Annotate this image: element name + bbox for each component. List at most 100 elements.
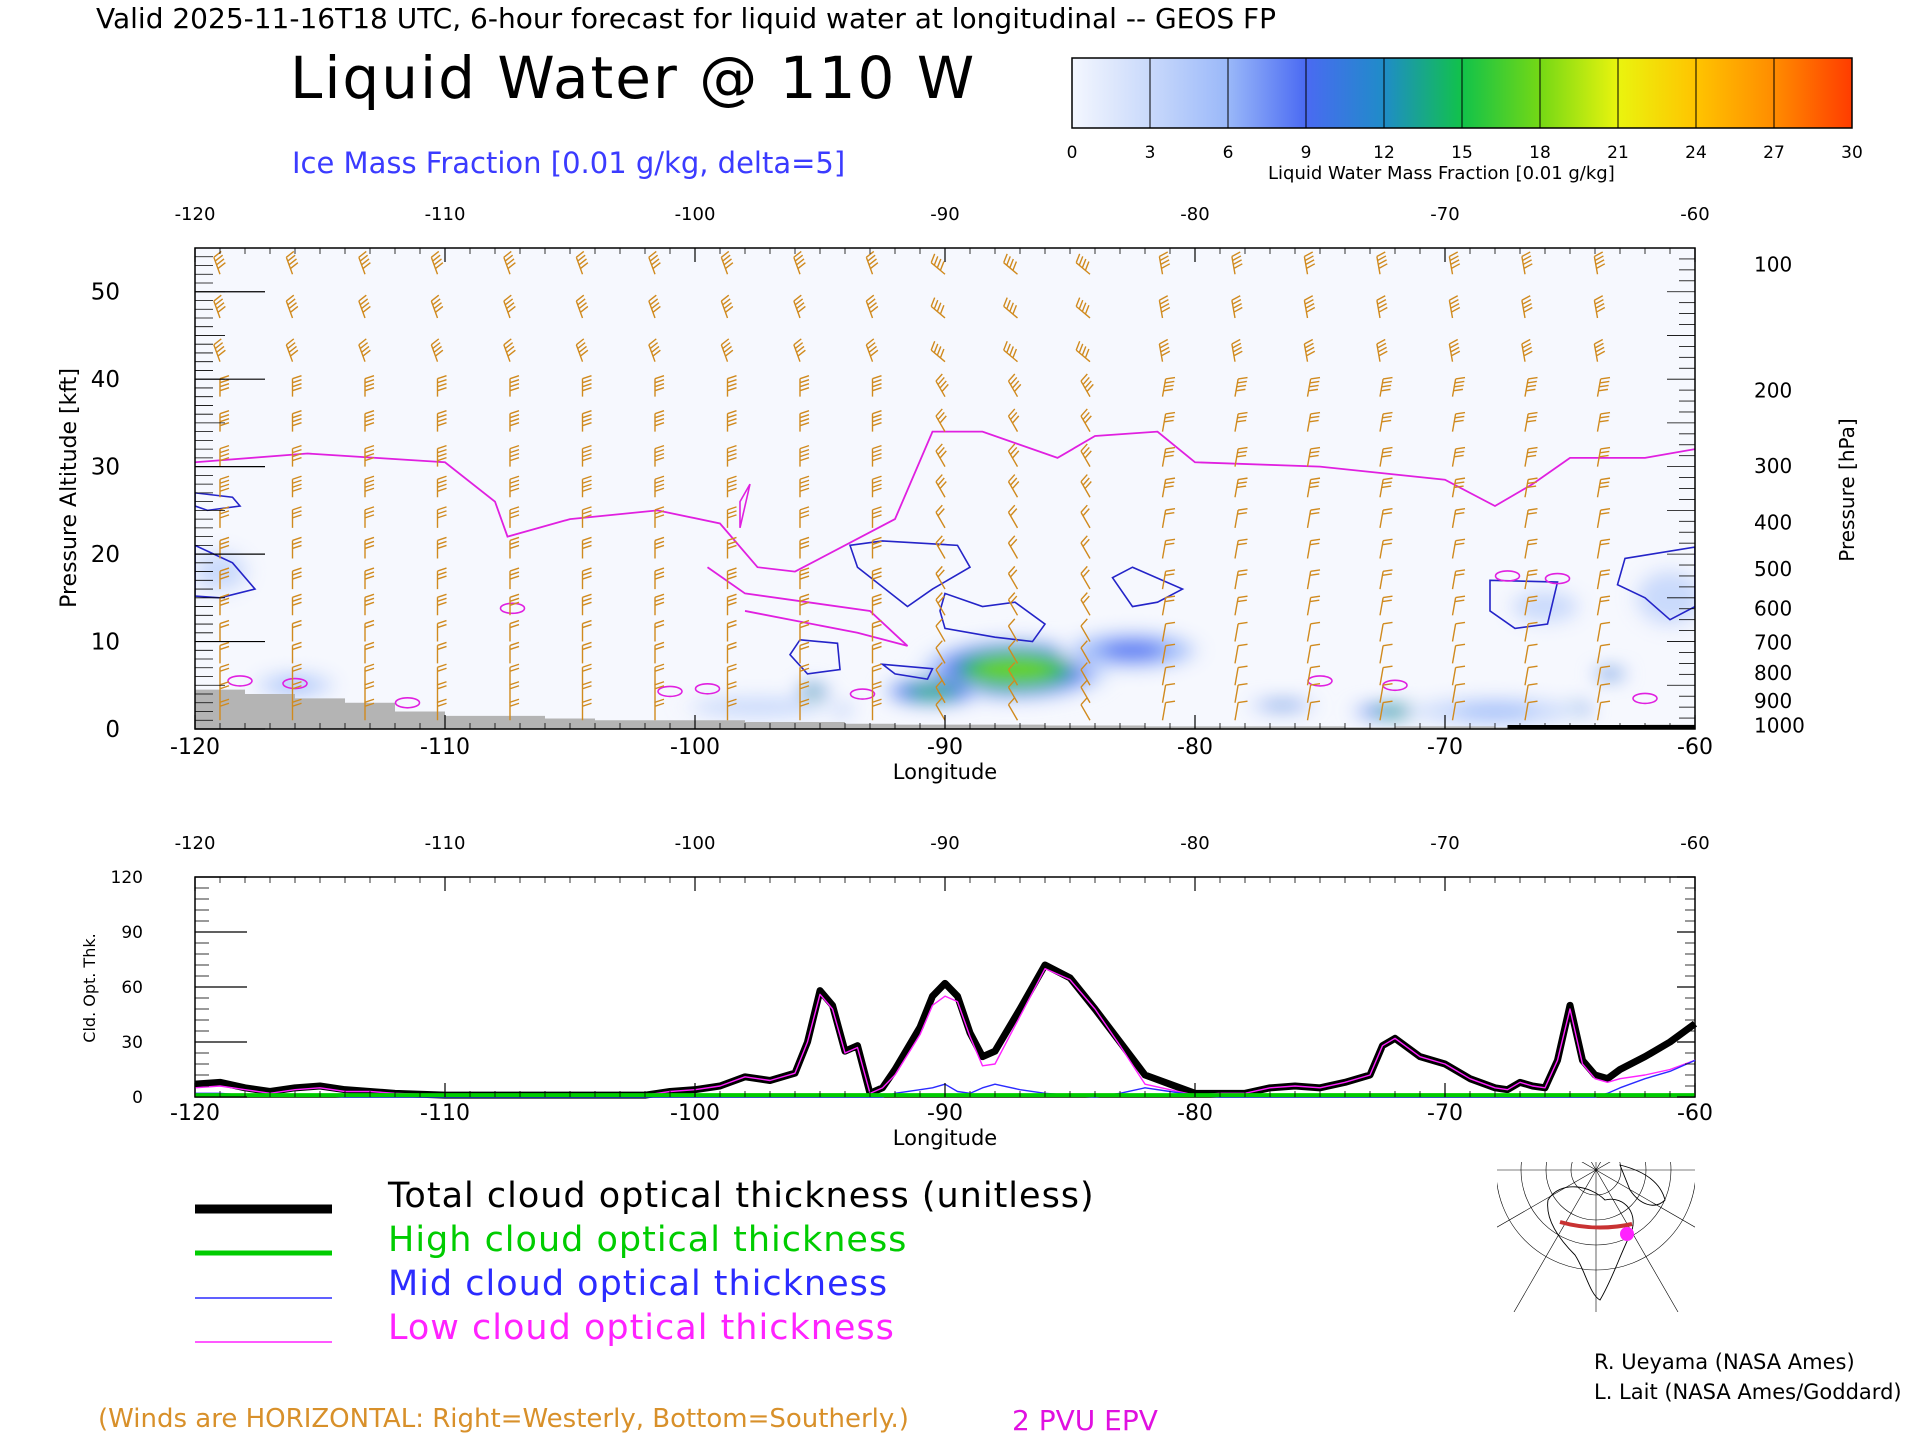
bottom-x-tick-label-top: -110 xyxy=(425,833,466,854)
wind-barb xyxy=(503,294,516,319)
liquid-water-blob xyxy=(719,701,796,713)
pvu-closed-contour xyxy=(739,483,751,529)
bottom-y-axis-label: Cld. Opt. Thk. xyxy=(80,933,99,1042)
wind-barb xyxy=(1524,621,1538,642)
ice-contour xyxy=(195,544,257,599)
wind-barb xyxy=(1161,508,1176,528)
wind-barb xyxy=(654,444,665,467)
wind-barb xyxy=(436,536,447,559)
wind-barb xyxy=(1007,408,1020,433)
wind-barb xyxy=(1596,569,1611,590)
wind-barb xyxy=(1524,682,1538,703)
wind-barb xyxy=(219,663,230,686)
legend-label-mid: Mid cloud optical thickness xyxy=(388,1264,889,1304)
wind-barb xyxy=(1306,682,1321,703)
wind-barb xyxy=(1596,411,1611,432)
wind-barb xyxy=(726,475,737,498)
wind-barb xyxy=(1007,474,1020,498)
wind-barb xyxy=(1234,643,1248,664)
colorbar-tick-label: 18 xyxy=(1529,143,1551,163)
wind-barb xyxy=(291,619,302,642)
bottom-x-tick-label-top: -60 xyxy=(1680,833,1709,854)
wind-barb xyxy=(1234,376,1248,397)
wind-barb xyxy=(935,443,947,467)
wind-barb xyxy=(799,593,810,616)
x-tick-label-top: -100 xyxy=(675,204,716,225)
pvu-closed-contour xyxy=(227,675,253,687)
wind-barb xyxy=(509,567,520,590)
wind-barb xyxy=(871,567,882,590)
bottom-x-tick-label: -80 xyxy=(1177,1101,1213,1126)
surface-segment xyxy=(1507,725,1695,729)
ice-contour xyxy=(848,540,972,608)
pvu-label: 2 PVU EPV xyxy=(1012,1404,1158,1437)
wind-barb xyxy=(654,698,665,721)
wind-barb xyxy=(219,444,230,467)
wind-barb xyxy=(1379,446,1393,467)
pressure-tick-label: 300 xyxy=(1754,454,1792,478)
wind-barb xyxy=(1596,508,1611,528)
pvu-closed-contour xyxy=(499,602,526,615)
wind-barb xyxy=(1161,477,1176,498)
wind-barb xyxy=(1234,411,1248,432)
wind-barb xyxy=(654,681,665,703)
wind-barb xyxy=(793,294,806,319)
wind-barb xyxy=(1158,295,1171,319)
wind-barb xyxy=(1007,373,1022,398)
pvu-closed-contour xyxy=(394,696,421,709)
colorbar-tick-label: 0 xyxy=(1067,143,1078,163)
wind-barb xyxy=(935,640,946,664)
wind-barb xyxy=(575,250,589,275)
x-tick-label-bottom: -120 xyxy=(170,735,220,760)
wind-barb xyxy=(575,294,589,319)
wind-barb xyxy=(1080,535,1091,559)
bottom-y-tick-label: 90 xyxy=(121,923,143,943)
wind-barb xyxy=(1306,376,1321,397)
y-tick-label: 20 xyxy=(91,542,120,568)
wind-barb xyxy=(436,641,447,664)
wind-barb xyxy=(503,250,516,275)
x-tick-label-bottom: -100 xyxy=(670,735,720,760)
wind-barb xyxy=(871,475,882,498)
wind-barb xyxy=(364,641,375,664)
wind-barb xyxy=(581,619,592,642)
map-meridian xyxy=(1513,1169,1597,1312)
liquid-water-blob xyxy=(1267,703,1298,708)
wind-barb xyxy=(285,338,299,362)
wind-barb xyxy=(364,567,375,590)
colorbar-tick-label: 21 xyxy=(1607,143,1629,163)
wind-barb xyxy=(935,408,947,433)
colorbar-tick-label: 9 xyxy=(1301,143,1312,163)
y-tick-label: 50 xyxy=(91,280,120,306)
wind-barb xyxy=(430,338,444,362)
pressure-tick-label: 400 xyxy=(1754,511,1792,535)
wind-barb xyxy=(581,663,592,686)
wind-barb xyxy=(509,698,520,721)
pressure-tick-label: 500 xyxy=(1754,557,1792,581)
wind-barb xyxy=(1379,595,1393,616)
wind-barb xyxy=(1234,446,1248,467)
wind-barb xyxy=(726,409,737,432)
wind-barb xyxy=(1303,295,1316,319)
wind-barb xyxy=(364,375,375,397)
wind-barb xyxy=(219,506,230,528)
wind-barb xyxy=(1306,569,1321,590)
wind-barb xyxy=(509,681,520,703)
wind-barb xyxy=(930,297,946,319)
wind-barb xyxy=(581,698,592,721)
wind-barb xyxy=(1303,251,1316,275)
wind-barb xyxy=(1451,569,1466,590)
wind-barb xyxy=(654,567,665,590)
wind-barb xyxy=(871,444,882,467)
wind-barb xyxy=(726,375,737,397)
wind-barb xyxy=(1451,643,1466,664)
y-tick-label: 30 xyxy=(91,455,120,481)
wind-barb xyxy=(1080,640,1091,664)
wind-barb xyxy=(358,338,371,362)
wind-barb xyxy=(436,663,447,686)
wind-barb xyxy=(799,375,810,397)
wind-barb xyxy=(1080,618,1091,642)
wind-barb xyxy=(1161,569,1176,590)
legend-label-high: High cloud optical thickness xyxy=(388,1220,908,1260)
pressure-tick-label: 200 xyxy=(1754,379,1792,403)
